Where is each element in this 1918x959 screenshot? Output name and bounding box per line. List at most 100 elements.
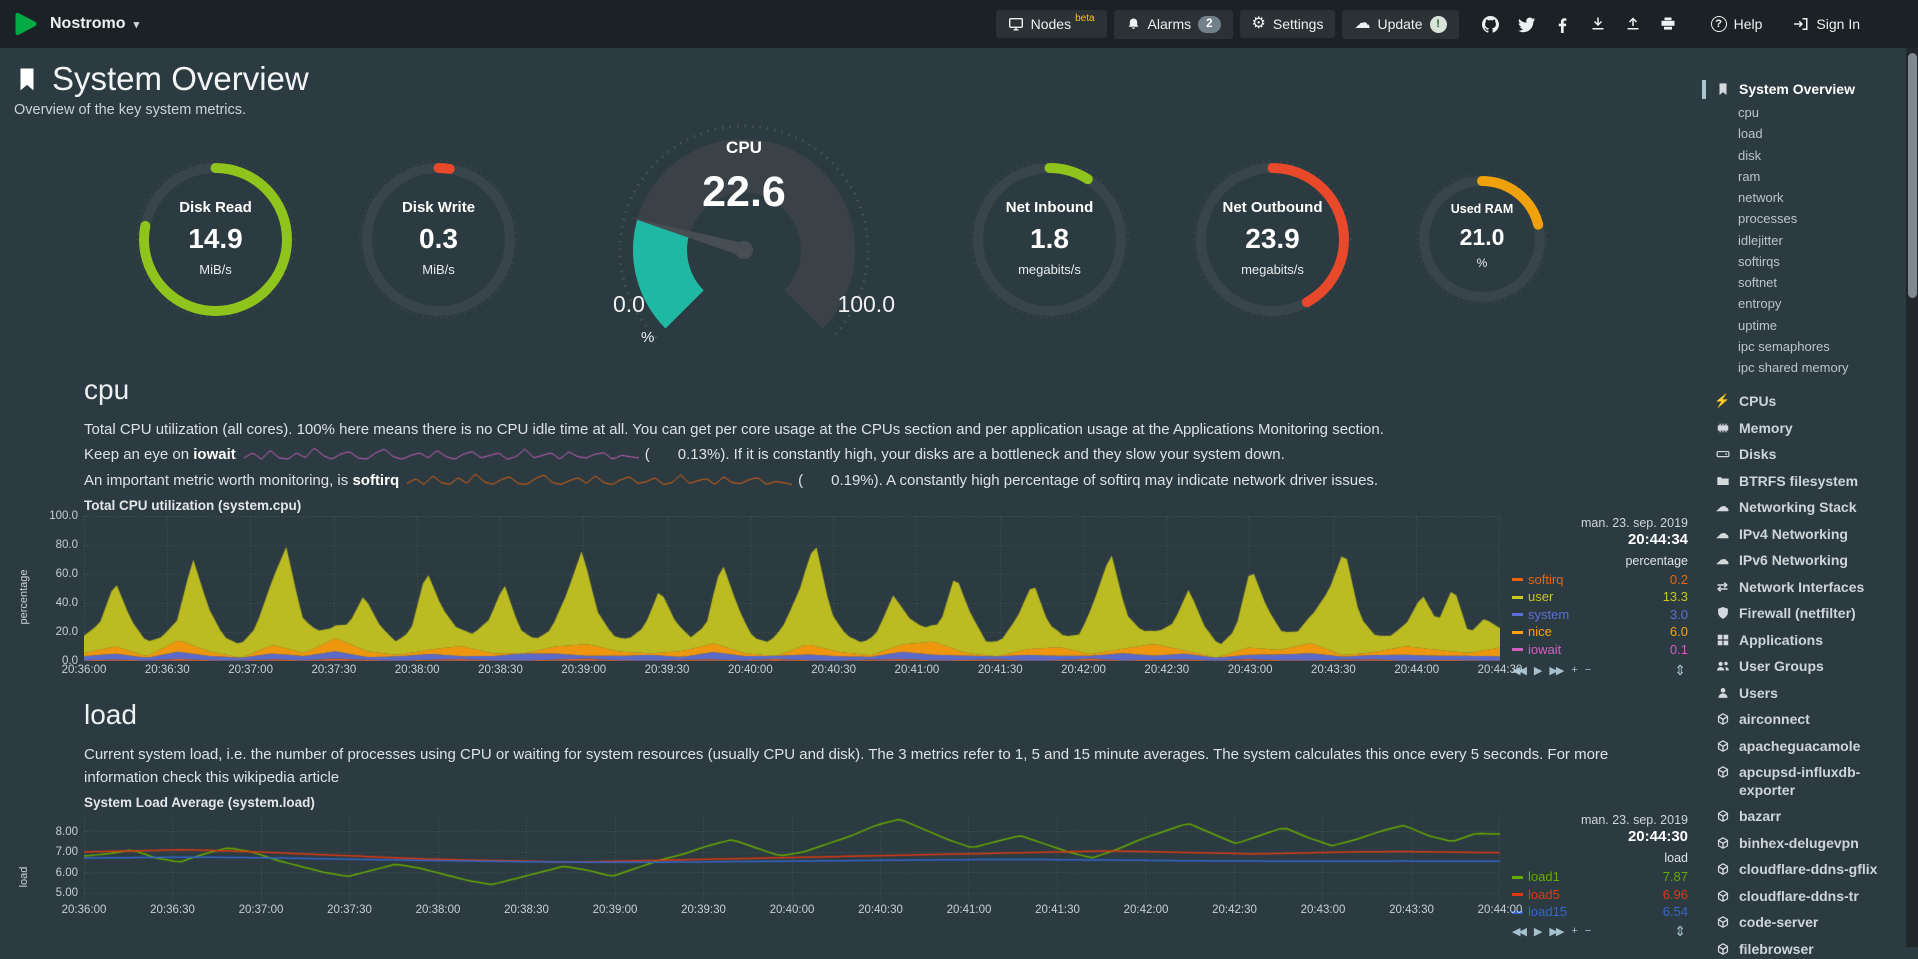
legend-row-system[interactable]: system 3.0 xyxy=(1512,606,1688,624)
node-selector[interactable]: Nostromo ▾ xyxy=(50,15,139,33)
sidebar-item-network-interfaces[interactable]: ⇄ Network Interfaces xyxy=(1702,574,1904,601)
sidebar-item-cloudflare-ddns-gflix[interactable]: cloudflare-ddns-gflix xyxy=(1702,857,1904,884)
legend-row-load5[interactable]: load5 6.96 xyxy=(1512,886,1688,904)
legend-row-iowait[interactable]: iowait 0.1 xyxy=(1512,641,1688,659)
settings-button[interactable]: ⚙ Settings xyxy=(1239,10,1336,38)
gauge-net-inbound[interactable]: Net Inbound 1.8 megabits/s xyxy=(967,157,1132,322)
sidebar-item-ipv4-networking[interactable]: ☁ IPv4 Networking xyxy=(1702,521,1904,548)
sidebar-item-users[interactable]: Users xyxy=(1702,680,1904,707)
resize-handle[interactable]: ⇕ xyxy=(1674,661,1686,678)
load-chart-canvas[interactable] xyxy=(84,813,1500,902)
cube-icon xyxy=(1714,915,1731,929)
cpu-chart-canvas[interactable] xyxy=(84,515,1500,661)
signin-button[interactable]: Sign In xyxy=(1781,10,1872,38)
play-button[interactable]: ▶ xyxy=(1533,664,1543,677)
sidebar-item-filebrowser[interactable]: filebrowser xyxy=(1702,936,1904,959)
y-tick-label: 0.0 xyxy=(62,654,78,667)
x-tick-label: 20:38:00 xyxy=(394,663,440,676)
gauge-value: 14.9 xyxy=(188,222,243,254)
upload-icon[interactable] xyxy=(1625,16,1641,32)
legend-row-user[interactable]: user 13.3 xyxy=(1512,588,1688,606)
legend-color-dash xyxy=(1512,648,1523,651)
facebook-icon[interactable] xyxy=(1554,16,1571,33)
sidebar-item-apcupsd-influxdb-exporter[interactable]: apcupsd-influxdb-exporter xyxy=(1702,760,1904,804)
github-icon[interactable] xyxy=(1481,15,1499,33)
legend-date: man. 23. sep. 2019 xyxy=(1580,515,1688,530)
zoom-out-button[interactable]: − xyxy=(1584,925,1592,938)
zoom-out-button[interactable]: − xyxy=(1584,664,1592,677)
sidebar-item-idlejitter[interactable]: idlejitter xyxy=(1702,230,1904,251)
sidebar-item-ram[interactable]: ram xyxy=(1702,166,1904,187)
pan-backward-button[interactable]: ◀◀ xyxy=(1512,925,1527,938)
gauge-used-ram[interactable]: Used RAM 21.0 % xyxy=(1413,170,1551,308)
sidebar-item-ipc-shared-memory[interactable]: ipc shared memory xyxy=(1702,358,1904,379)
sidebar-item-entropy[interactable]: entropy xyxy=(1702,294,1904,315)
zoom-in-button[interactable]: + xyxy=(1571,925,1578,938)
sidebar-item-processes[interactable]: processes xyxy=(1702,209,1904,230)
resize-handle[interactable]: ⇕ xyxy=(1674,922,1686,939)
sidebar-item-ipc-semaphores[interactable]: ipc semaphores xyxy=(1702,336,1904,357)
sidebar-item-btrfs-filesystem[interactable]: BTRFS filesystem xyxy=(1702,468,1904,495)
sidebar-item-binhex-delugevpn[interactable]: binhex-delugevpn xyxy=(1702,830,1904,857)
sidebar-item-uptime[interactable]: uptime xyxy=(1702,315,1904,336)
sidebar-item-disks[interactable]: Disks xyxy=(1702,442,1904,469)
sidebar-item-softnet[interactable]: softnet xyxy=(1702,273,1904,294)
print-icon[interactable] xyxy=(1660,16,1676,32)
zoom-in-button[interactable]: + xyxy=(1571,664,1578,677)
gauge-disk-read[interactable]: Disk Read 14.9 MiB/s xyxy=(133,157,298,322)
sidebar-item-label: Firewall (netfilter) xyxy=(1739,605,1856,622)
gauge-disk-write[interactable]: Disk Write 0.3 MiB/s xyxy=(356,157,521,322)
gauge-unit: % xyxy=(1476,255,1488,270)
gauge-value: 1.8 xyxy=(1030,222,1069,254)
legend-unit-header: percentage xyxy=(1625,553,1688,568)
nodes-button[interactable]: Nodes beta xyxy=(995,10,1107,38)
sidebar-item-softirqs[interactable]: softirqs xyxy=(1702,251,1904,272)
sidebar-item-airconnect[interactable]: airconnect xyxy=(1702,707,1904,734)
alarms-button[interactable]: Alarms 2 xyxy=(1113,9,1233,39)
sidebar-item-cpu[interactable]: cpu xyxy=(1702,103,1904,124)
wikipedia-link[interactable]: wikipedia article xyxy=(233,769,340,786)
sidebar-menu: System Overview cpu load disk ram network proc… xyxy=(1702,76,1904,959)
download-icon[interactable] xyxy=(1590,16,1606,32)
sidebar-item-user-groups[interactable]: User Groups xyxy=(1702,654,1904,681)
legend-row-softirq[interactable]: softirq 0.2 xyxy=(1512,571,1688,589)
pan-forward-button[interactable]: ▶▶ xyxy=(1549,925,1564,938)
chart-toolbar: ◀◀ ▶ ▶▶ + − ⇕ xyxy=(1512,921,1688,940)
gauge-unit: MiB/s xyxy=(422,262,455,278)
help-button[interactable]: ? Help xyxy=(1699,10,1775,38)
sidebar-item-apacheguacamole[interactable]: apacheguacamole xyxy=(1702,733,1904,760)
legend-row-load15[interactable]: load15 6.54 xyxy=(1512,903,1688,921)
signin-label: Sign In xyxy=(1816,16,1860,32)
sidebar-item-cloudflare-ddns-tr[interactable]: cloudflare-ddns-tr xyxy=(1702,883,1904,910)
bookmark-icon xyxy=(1714,82,1731,96)
sidebar-item-load[interactable]: load xyxy=(1702,124,1904,145)
legend-row-load1[interactable]: load1 7.87 xyxy=(1512,868,1688,886)
gauge-value: 22.6 xyxy=(702,168,786,216)
pan-forward-button[interactable]: ▶▶ xyxy=(1549,664,1564,677)
twitter-icon[interactable] xyxy=(1517,16,1535,33)
sidebar-item-bazarr[interactable]: bazarr xyxy=(1702,804,1904,831)
legend-row-nice[interactable]: nice 6.0 xyxy=(1512,623,1688,641)
sidebar-item-firewall-netfilter-[interactable]: Firewall (netfilter) xyxy=(1702,601,1904,628)
sidebar-item-cpus[interactable]: ⚡ CPUs xyxy=(1702,389,1904,416)
sidebar-item-applications[interactable]: Applications xyxy=(1702,627,1904,654)
sidebar-item-network[interactable]: network xyxy=(1702,188,1904,209)
gauge-net-outbound[interactable]: Net Outbound 23.9 megabits/s xyxy=(1190,157,1355,322)
cube-icon xyxy=(1714,712,1731,726)
sidebar-item-system-overview[interactable]: System Overview xyxy=(1702,76,1904,103)
page-title: System Overview xyxy=(14,60,1700,98)
update-button[interactable]: ☁ Update ! xyxy=(1342,9,1459,39)
sidebar-item-memory[interactable]: Memory xyxy=(1702,415,1904,442)
play-button[interactable]: ▶ xyxy=(1533,925,1543,938)
chart-legend: man. 23. sep. 2019 20:44:30 load load1 7.… xyxy=(1500,813,1688,940)
scrollbar-thumb[interactable] xyxy=(1907,53,1917,298)
gauge-value: 0.3 xyxy=(419,222,458,254)
sidebar-item-ipv6-networking[interactable]: ☁ IPv6 Networking xyxy=(1702,548,1904,575)
sidebar-item-code-server[interactable]: code-server xyxy=(1702,910,1904,937)
pan-backward-button[interactable]: ◀◀ xyxy=(1512,664,1527,677)
gauge-cpu[interactable]: CPU 22.6 0.0 100.0 % xyxy=(579,124,909,354)
sidebar-item-label: network xyxy=(1738,190,1784,205)
sidebar-item-networking-stack[interactable]: ☁ Networking Stack xyxy=(1702,495,1904,522)
sidebar-item-disk[interactable]: disk xyxy=(1702,145,1904,166)
page-header: System Overview Overview of the key syst… xyxy=(14,60,1700,118)
